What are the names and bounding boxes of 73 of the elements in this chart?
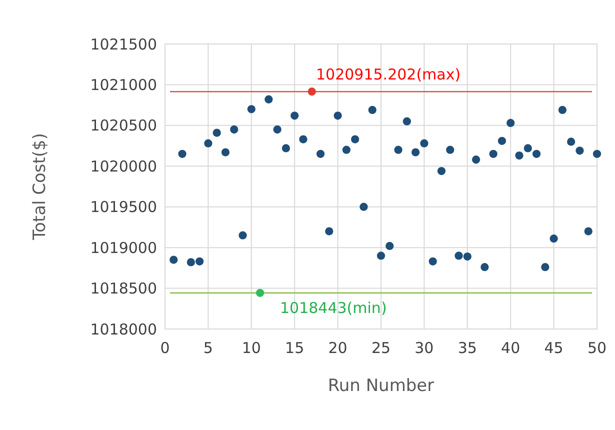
point xyxy=(221,148,230,156)
x-tick-label: 45 xyxy=(544,339,564,357)
point xyxy=(506,118,515,128)
point xyxy=(351,135,360,144)
x-tick-label: 50 xyxy=(587,339,607,357)
point xyxy=(247,105,256,114)
point xyxy=(308,88,316,96)
point xyxy=(334,112,342,120)
x-tick-label: 15 xyxy=(285,339,304,357)
point xyxy=(420,139,428,148)
point xyxy=(463,252,472,261)
point xyxy=(524,144,532,152)
x-tick-label: 30 xyxy=(414,339,434,357)
y-axis-title: Total Cost($) xyxy=(30,133,50,241)
ref-line-label: 1018443(min) xyxy=(280,298,387,317)
y-tick-label: 1021000 xyxy=(90,76,157,94)
point xyxy=(178,150,186,158)
point xyxy=(273,125,282,134)
point xyxy=(411,148,420,156)
point xyxy=(550,234,558,243)
x-tick-label: 10 xyxy=(242,339,261,357)
x-tick-label: 25 xyxy=(371,339,391,357)
y-tick-label: 1020000 xyxy=(90,157,157,176)
point xyxy=(299,135,308,144)
point xyxy=(437,166,446,176)
ref-line-label: 1020915.202(max) xyxy=(316,66,461,84)
x-tick-label: 35 xyxy=(458,339,477,357)
point xyxy=(316,150,325,158)
point xyxy=(472,156,480,164)
point xyxy=(402,117,411,126)
point xyxy=(360,202,368,211)
x-tick-label: 0 xyxy=(160,339,170,357)
point xyxy=(186,258,195,266)
point xyxy=(576,146,584,155)
point xyxy=(290,112,299,120)
y-tick-label: 1019500 xyxy=(90,198,157,216)
point xyxy=(170,256,178,264)
point xyxy=(584,227,592,236)
point xyxy=(282,144,290,152)
y-tick-label: 1018500 xyxy=(90,280,157,298)
x-axis-title: Run Number xyxy=(328,376,434,396)
point xyxy=(212,128,221,137)
point xyxy=(264,95,273,104)
point xyxy=(342,146,351,154)
point xyxy=(515,151,524,160)
y-tick-label: 1020500 xyxy=(90,116,157,135)
point xyxy=(195,257,204,266)
point xyxy=(230,125,238,134)
y-tick-label: 1021500 xyxy=(90,35,157,54)
x-tick-label: 5 xyxy=(203,339,213,357)
x-tick-label: 40 xyxy=(501,339,520,357)
point xyxy=(238,231,247,240)
x-tick-label: 20 xyxy=(328,339,348,357)
point xyxy=(394,146,402,154)
point xyxy=(567,138,576,146)
y-tick-label: 1019000 xyxy=(90,238,157,257)
point xyxy=(541,263,550,272)
y-tick-label: 1018000 xyxy=(90,320,157,338)
point xyxy=(532,150,541,158)
point xyxy=(368,106,376,114)
point xyxy=(204,139,212,148)
point xyxy=(489,150,498,158)
point xyxy=(480,263,489,272)
point xyxy=(446,146,454,154)
point xyxy=(428,257,437,266)
point xyxy=(376,252,386,260)
point xyxy=(592,150,602,158)
point xyxy=(454,252,463,260)
point xyxy=(256,288,264,297)
point xyxy=(498,136,506,145)
point xyxy=(325,227,334,236)
point xyxy=(558,106,567,114)
point xyxy=(386,242,394,250)
